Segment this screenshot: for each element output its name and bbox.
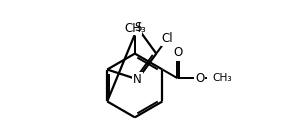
Text: CH₃: CH₃ <box>124 22 146 35</box>
Text: N: N <box>133 73 142 86</box>
Text: S: S <box>134 21 141 34</box>
Text: O: O <box>195 72 204 85</box>
Text: Cl: Cl <box>161 32 173 45</box>
Text: CH₃: CH₃ <box>212 73 232 83</box>
Text: O: O <box>173 46 182 59</box>
